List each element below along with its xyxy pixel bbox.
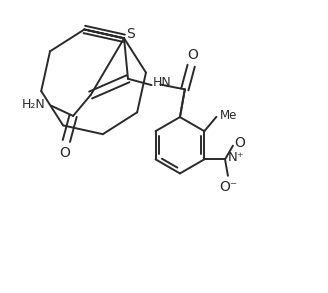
Text: Me: Me: [220, 109, 237, 122]
Text: O: O: [59, 146, 71, 160]
Text: H₂N: H₂N: [22, 98, 46, 111]
Text: HN: HN: [153, 76, 172, 89]
Text: N⁺: N⁺: [227, 151, 244, 164]
Text: S: S: [126, 27, 135, 41]
Text: O: O: [235, 136, 245, 150]
Text: O: O: [187, 48, 198, 62]
Text: O⁻: O⁻: [219, 180, 237, 194]
